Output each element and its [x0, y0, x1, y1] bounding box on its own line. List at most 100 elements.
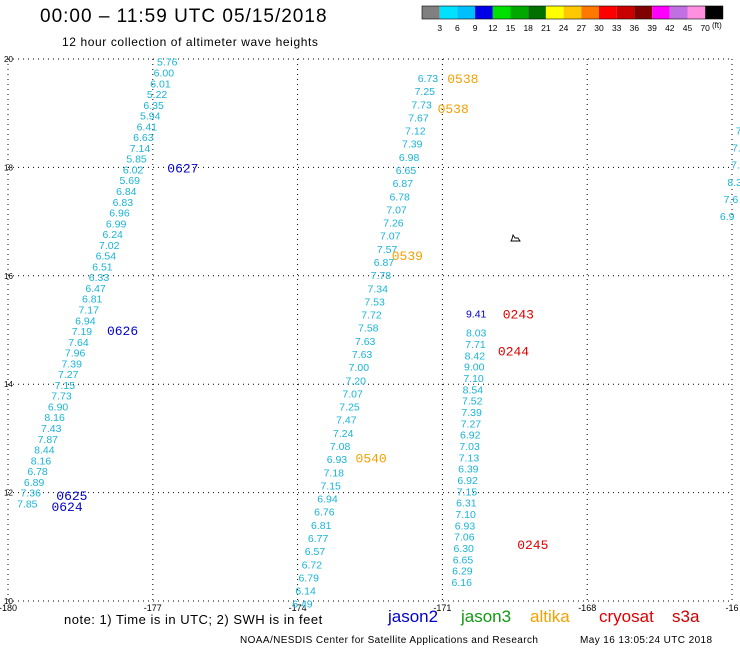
wave-height-label: 7.25 — [415, 86, 436, 98]
color-scale-label: 30 — [594, 23, 604, 33]
footnote: note: 1) Time is in UTC; 2) SWH is in fe… — [64, 612, 323, 627]
wave-height-label: 7.10 — [455, 509, 476, 521]
wave-height-label: 6.49 — [292, 599, 313, 611]
wave-height-label: 6.78 — [27, 466, 48, 478]
legend-jason2: jason2 — [388, 607, 439, 626]
color-scale-unit: (ft) — [712, 21, 722, 30]
legend-altika: altika — [530, 607, 570, 626]
wave-height-label: 7.34 — [368, 283, 389, 295]
color-scale-label: 6 — [455, 23, 460, 33]
wave-height-label: 7.07 — [342, 388, 363, 400]
wave-height-label: 6.92 — [457, 475, 478, 487]
wave-height-label: 7.71 — [465, 339, 486, 351]
wave-height-label: 7.27 — [461, 418, 482, 430]
wave-height-label: 7.58 — [358, 323, 379, 335]
color-scale-label: 3 — [437, 23, 442, 33]
wave-height-label: 7.43 — [41, 423, 62, 435]
color-scale-legend: 3 6 9 12 15 18 21 24 27 30 33 36 39 42 45 70 — [421, 5, 724, 33]
wave-height-label: 7.6 — [724, 194, 739, 206]
y-tick-label: 12 — [4, 489, 13, 498]
wave-height-label: 7.13 — [459, 452, 480, 464]
wave-height-label: 7.26 — [383, 218, 404, 230]
x-tick-label: -168 — [578, 603, 596, 613]
wave-height-label: 7.5 — [731, 160, 740, 172]
color-swatch — [687, 6, 706, 19]
color-swatch — [545, 6, 564, 19]
color-swatch — [652, 6, 670, 19]
wave-height-label: 7.96 — [65, 348, 86, 360]
wave-height-label: 6.30 — [453, 543, 474, 555]
color-swatch — [705, 6, 723, 19]
wave-height-label: 7.85 — [17, 498, 38, 510]
wave-height-label: 7.36 — [21, 488, 42, 500]
wave-height-label: 7.17 — [79, 305, 100, 317]
y-tick-label: 14 — [4, 380, 13, 389]
wave-height-label: 8.16 — [44, 412, 65, 424]
wave-height-label: 6.63 — [133, 132, 154, 144]
color-scale-label: 42 — [665, 23, 675, 33]
wave-height-label: 6.02 — [123, 164, 144, 176]
wave-height-label: 7.24 — [333, 428, 354, 440]
color-scale-label: 45 — [683, 23, 693, 33]
wave-height-label: 6.90 — [48, 401, 69, 413]
wave-height-label: 7.64 — [68, 337, 89, 349]
wave-height-label: 6.77 — [308, 533, 329, 545]
wave-height-label: 7.73 — [411, 99, 432, 111]
grid — [7, 58, 733, 602]
wave-height-label: 7.52 — [462, 396, 483, 408]
wave-height-label: 6.87 — [393, 178, 414, 190]
wave-height-label: 7.39 — [61, 358, 82, 370]
color-scale-label: 33 — [612, 23, 622, 33]
wave-height-label: 6.29 — [452, 566, 473, 578]
wave-height-label: 5.76 — [157, 57, 178, 69]
color-scale-label: 36 — [630, 23, 640, 33]
color-swatch — [563, 6, 582, 19]
wave-height-label: 6.33 — [89, 272, 110, 284]
wave-height-label: 6.54 — [96, 251, 117, 263]
color-swatch — [475, 6, 493, 19]
wave-height-label: 6.73 — [418, 73, 439, 85]
wave-height-label: 6.01 — [150, 78, 171, 90]
pass-time-label: 0245 — [517, 538, 548, 553]
pass-time-label: 0626 — [107, 324, 138, 339]
color-scale-frame — [421, 5, 724, 20]
color-scale-label: 9 — [473, 23, 478, 33]
pass-time-label: 0625 — [56, 489, 87, 504]
color-scale-label: 39 — [647, 23, 657, 33]
wave-height-label: 6.96 — [109, 208, 130, 220]
wave-height-label: 7.25 — [339, 402, 360, 414]
wave-height-label: 6.93 — [455, 520, 476, 532]
wave-height-label: 6.98 — [399, 152, 420, 164]
wave-height-label: 6.65 — [453, 554, 474, 566]
wave-height-label: 8.42 — [465, 350, 486, 362]
legend-s3a: s3a — [672, 607, 700, 626]
wave-height-label: 5.94 — [140, 111, 161, 123]
wave-height-label: 7.12 — [405, 126, 426, 138]
wave-height-label: 6.76 — [314, 507, 335, 519]
wave-height-label: 6.72 — [302, 559, 323, 571]
color-swatch — [616, 6, 635, 19]
x-tick-label: -16 — [725, 603, 738, 613]
wave-height-label: 7.27 — [58, 369, 79, 381]
wave-height-label: 6.14 — [295, 586, 316, 598]
pass-time-label: 0627 — [167, 161, 198, 176]
wave-height-label: 6.84 — [116, 186, 137, 198]
wave-height-label: 8.54 — [463, 384, 484, 396]
wave-height-label: 7.63 — [352, 349, 373, 361]
wave-height-label: 7.07 — [380, 231, 401, 243]
wave-height-label: 6.9 — [720, 211, 735, 223]
wave-height-label: 7.53 — [364, 296, 385, 308]
wave-height-label: 7.06 — [454, 532, 475, 544]
pass-time-label: 0624 — [51, 500, 82, 515]
pass-time-label: 0540 — [356, 451, 387, 466]
wave-height-label: 7.72 — [361, 310, 382, 322]
wave-height-label: 7.73 — [51, 391, 72, 403]
wave-height-label: 6.92 — [460, 430, 481, 442]
color-swatch — [510, 6, 529, 19]
wave-height-label: 8.44 — [34, 445, 55, 457]
color-swatch — [422, 6, 440, 19]
wave-height-label: 5.22 — [147, 89, 168, 101]
wave-height-label: 7.20 — [346, 375, 367, 387]
legend-jason3: jason3 — [461, 607, 512, 626]
